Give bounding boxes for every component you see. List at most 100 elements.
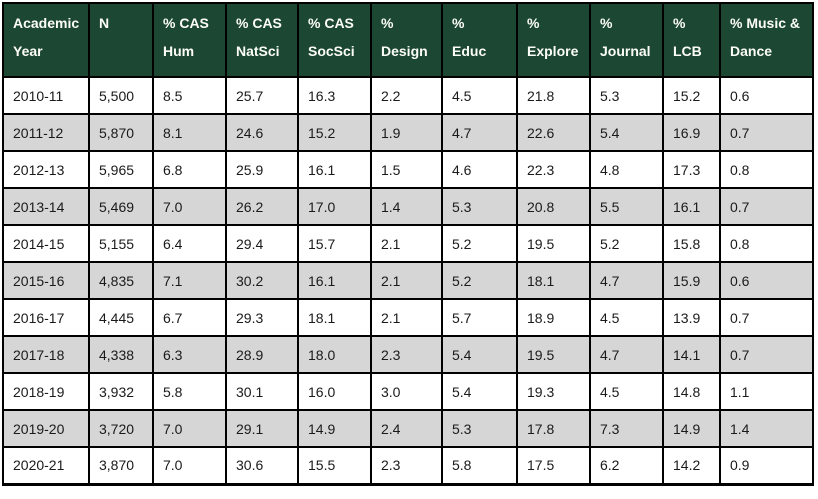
value-cell: 15.7 — [297, 224, 372, 263]
column-header-line: Explore — [527, 43, 579, 59]
value-cell: 4.7 — [589, 261, 664, 300]
value-cell: 17.3 — [662, 150, 721, 189]
value-cell: 5.3 — [441, 187, 518, 226]
value-cell: 19.5 — [516, 224, 591, 263]
column-header: % CAS NatSci — [225, 2, 299, 78]
value-cell: 5,469 — [88, 187, 154, 226]
column-header-line: % CAS — [163, 15, 209, 31]
table-body: 2010-11 5,500 8.5 25.7 16.3 2.2 4.5 21.8 5.3 15.2… — [2, 76, 814, 485]
table-row: 2012-13 5,965 6.8 25.9 16.1 1.5 4.6 22.3 4.8 17.3… — [2, 150, 814, 189]
value-cell: 15.2 — [297, 113, 372, 152]
value-cell: 5,965 — [88, 150, 154, 189]
column-header-line: Year — [13, 43, 43, 59]
value-cell: 17.8 — [516, 409, 591, 448]
value-cell: 30.1 — [225, 372, 299, 411]
value-cell: 1.1 — [719, 372, 814, 411]
value-cell: 8.5 — [152, 76, 227, 115]
value-cell: 7.1 — [152, 261, 227, 300]
value-cell: 5.3 — [441, 409, 518, 448]
value-cell: 4,835 — [88, 261, 154, 300]
value-cell: 3,720 — [88, 409, 154, 448]
value-cell: 29.3 — [225, 298, 299, 337]
column-header-line: N — [99, 15, 110, 31]
value-cell: 6.7 — [152, 298, 227, 337]
value-cell: 2.1 — [370, 261, 443, 300]
table-row: 2016-17 4,445 6.7 29.3 18.1 2.1 5.7 18.9 4.5 13.9… — [2, 298, 814, 337]
column-header: % Design — [370, 2, 443, 78]
header-row: Academic Year N % CAS Hum % CAS NatSci % CAS Soc… — [2, 2, 814, 78]
value-cell: 1.4 — [719, 409, 814, 448]
value-cell: 5.8 — [441, 446, 518, 485]
value-cell: 24.6 — [225, 113, 299, 152]
value-cell: 2.3 — [370, 335, 443, 374]
column-header-line: % — [452, 15, 465, 31]
value-cell: 5.3 — [589, 76, 664, 115]
value-cell: 14.9 — [297, 409, 372, 448]
year-cell: 2019-20 — [2, 409, 90, 448]
value-cell: 19.3 — [516, 372, 591, 411]
column-header-line: SocSci — [308, 43, 355, 59]
value-cell: 16.1 — [662, 187, 721, 226]
column-header-line: % — [527, 15, 540, 31]
value-cell: 30.2 — [225, 261, 299, 300]
value-cell: 4.5 — [441, 76, 518, 115]
value-cell: 4.7 — [441, 113, 518, 152]
column-header-line: Academic — [13, 15, 80, 31]
value-cell: 5.7 — [441, 298, 518, 337]
value-cell: 14.1 — [662, 335, 721, 374]
year-cell: 2016-17 — [2, 298, 90, 337]
value-cell: 7.0 — [152, 446, 227, 485]
value-cell: 0.7 — [719, 298, 814, 337]
value-cell: 21.8 — [516, 76, 591, 115]
year-cell: 2012-13 — [2, 150, 90, 189]
value-cell: 6.3 — [152, 335, 227, 374]
table-row: 2019-20 3,720 7.0 29.1 14.9 2.4 5.3 17.8 7.3 14.9… — [2, 409, 814, 448]
value-cell: 1.9 — [370, 113, 443, 152]
value-cell: 15.5 — [297, 446, 372, 485]
value-cell: 16.1 — [297, 150, 372, 189]
column-header-line: Hum — [163, 43, 195, 59]
value-cell: 0.8 — [719, 150, 814, 189]
column-header: Academic Year — [2, 2, 90, 78]
value-cell: 1.5 — [370, 150, 443, 189]
value-cell: 5,500 — [88, 76, 154, 115]
table-row: 2013-14 5,469 7.0 26.2 17.0 1.4 5.3 20.8 5.5 16.1… — [2, 187, 814, 226]
value-cell: 5,155 — [88, 224, 154, 263]
value-cell: 5.4 — [441, 335, 518, 374]
year-cell: 2014-15 — [2, 224, 90, 263]
year-cell: 2013-14 — [2, 187, 90, 226]
value-cell: 5,870 — [88, 113, 154, 152]
column-header-line: % CAS — [308, 15, 354, 31]
value-cell: 3,870 — [88, 446, 154, 485]
value-cell: 16.1 — [297, 261, 372, 300]
value-cell: 18.0 — [297, 335, 372, 374]
value-cell: 7.3 — [589, 409, 664, 448]
value-cell: 17.0 — [297, 187, 372, 226]
value-cell: 2.2 — [370, 76, 443, 115]
value-cell: 6.2 — [589, 446, 664, 485]
value-cell: 16.0 — [297, 372, 372, 411]
column-header-line: Journal — [600, 43, 651, 59]
column-header-line: % CAS — [236, 15, 282, 31]
value-cell: 3.0 — [370, 372, 443, 411]
value-cell: 30.6 — [225, 446, 299, 485]
value-cell: 22.3 — [516, 150, 591, 189]
value-cell: 4.5 — [589, 372, 664, 411]
value-cell: 15.8 — [662, 224, 721, 263]
value-cell: 19.5 — [516, 335, 591, 374]
value-cell: 18.1 — [516, 261, 591, 300]
value-cell: 17.5 — [516, 446, 591, 485]
value-cell: 0.8 — [719, 224, 814, 263]
value-cell: 14.9 — [662, 409, 721, 448]
year-cell: 2017-18 — [2, 335, 90, 374]
table-row: 2010-11 5,500 8.5 25.7 16.3 2.2 4.5 21.8 5.3 15.2… — [2, 76, 814, 115]
value-cell: 8.1 — [152, 113, 227, 152]
value-cell: 0.6 — [719, 261, 814, 300]
table-row: 2017-18 4,338 6.3 28.9 18.0 2.3 5.4 19.5 4.7 14.1… — [2, 335, 814, 374]
value-cell: 7.0 — [152, 409, 227, 448]
value-cell: 18.1 — [297, 298, 372, 337]
year-cell: 2010-11 — [2, 76, 90, 115]
value-cell: 4.8 — [589, 150, 664, 189]
table-row: 2015-16 4,835 7.1 30.2 16.1 2.1 5.2 18.1 4.7 15.9… — [2, 261, 814, 300]
